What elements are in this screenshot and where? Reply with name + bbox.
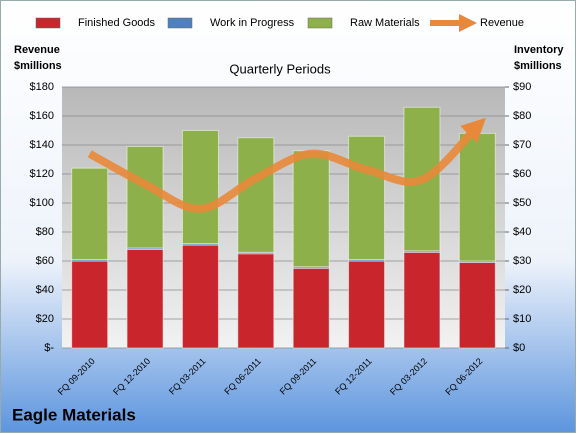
bar (71, 260, 109, 349)
y2-tick-label: $90 (513, 81, 531, 93)
y-tick-label: $40 (36, 284, 54, 296)
bar (292, 267, 330, 349)
chart-title: Quarterly Periods (229, 61, 331, 76)
y-tick-label: $180 (30, 81, 54, 93)
y-tick-label: $60 (36, 255, 54, 267)
y2-axis-title: $millions (514, 60, 562, 72)
y-tick-label: $120 (30, 168, 54, 180)
y-tick-label: $- (44, 342, 54, 354)
bar (458, 261, 496, 349)
y2-tick-label: $80 (513, 110, 531, 122)
y-axis-title: $millions (14, 60, 62, 72)
bar (126, 248, 164, 349)
bar (71, 167, 109, 261)
bar (458, 132, 496, 262)
y-tick-label: $20 (36, 313, 54, 325)
legend-label: Work in Progress (210, 17, 295, 29)
y-tick-label: $80 (36, 226, 54, 238)
bar (181, 130, 219, 245)
bar (181, 244, 219, 349)
revenue-line (87, 117, 486, 213)
y2-tick-label: $0 (513, 342, 525, 354)
y2-tick-label: $70 (513, 139, 531, 151)
bar (348, 135, 386, 261)
legend-label: Finished Goods (78, 17, 156, 29)
y2-tick-label: $30 (513, 255, 531, 267)
bar (348, 260, 386, 349)
bar (237, 253, 275, 349)
y2-tick-label: $60 (513, 168, 531, 180)
legend-marker (167, 17, 193, 29)
caption: Eagle Materials (12, 405, 136, 424)
bar (292, 150, 330, 268)
y-tick-label: $140 (30, 139, 54, 151)
y-tick-label: $100 (30, 197, 54, 209)
legend-marker (35, 17, 61, 29)
y2-axis-title: Inventory (514, 44, 564, 56)
bar (403, 251, 441, 349)
legend-label: Revenue (480, 17, 524, 29)
y2-tick-label: $50 (513, 197, 531, 209)
legend-label: Raw Materials (350, 17, 420, 29)
y2-tick-label: $40 (513, 226, 531, 238)
y2-tick-label: $20 (513, 284, 531, 296)
legend-marker (307, 17, 333, 29)
y2-tick-label: $10 (513, 313, 531, 325)
bar (237, 137, 275, 253)
y-axis-title: Revenue (14, 44, 60, 56)
bar (126, 145, 164, 249)
y-tick-label: $160 (30, 110, 54, 122)
